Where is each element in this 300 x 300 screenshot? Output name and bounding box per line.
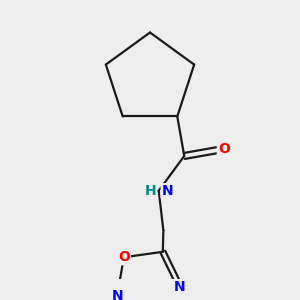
Text: O: O	[118, 250, 130, 264]
Text: O: O	[218, 142, 230, 156]
Text: H: H	[145, 184, 156, 198]
Text: N: N	[111, 289, 123, 300]
Text: N: N	[161, 184, 173, 198]
Text: N: N	[174, 280, 186, 294]
